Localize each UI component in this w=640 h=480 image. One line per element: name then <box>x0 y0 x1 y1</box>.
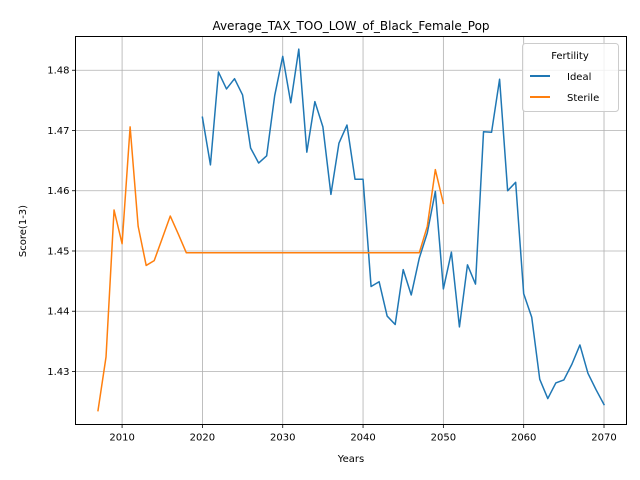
x-axis-ticks: 2010 2020 2030 2040 2050 2060 2070 <box>109 424 617 444</box>
y-tick-label: 1.46 <box>47 186 69 197</box>
y-tick-label: 1.48 <box>47 66 69 77</box>
legend-label-sterile: Sterile <box>567 93 599 104</box>
y-axis-label: Score(1-3) <box>18 205 29 257</box>
plot-frame <box>75 36 627 425</box>
legend-box <box>522 43 619 112</box>
x-axis-label: Years <box>337 454 364 465</box>
y-tick-label: 1.45 <box>47 246 69 257</box>
x-tick-label: 2070 <box>591 433 616 444</box>
x-tick-label: 2040 <box>350 433 375 444</box>
y-tick-label: 1.47 <box>47 126 69 137</box>
y-tick-label: 1.44 <box>47 307 69 318</box>
x-tick-label: 2050 <box>431 433 456 444</box>
x-tick-label: 2030 <box>270 433 295 444</box>
x-tick-label: 2060 <box>511 433 536 444</box>
y-tick-label: 1.43 <box>47 367 69 378</box>
grid <box>75 36 627 425</box>
chart-title: Average_TAX_TOO_LOW_of_Black_Female_Pop <box>212 19 489 33</box>
legend: Fertility Ideal Sterile <box>522 43 619 112</box>
legend-label-ideal: Ideal <box>567 72 591 83</box>
x-tick-label: 2020 <box>190 433 215 444</box>
legend-title: Fertility <box>551 51 589 62</box>
series-lines <box>97 48 606 412</box>
y-axis-ticks: 1.43 1.44 1.45 1.46 1.47 1.48 <box>47 66 76 378</box>
series-line-ideal <box>201 48 606 406</box>
series-line-sterile <box>97 126 445 412</box>
x-tick-label: 2010 <box>109 433 134 444</box>
